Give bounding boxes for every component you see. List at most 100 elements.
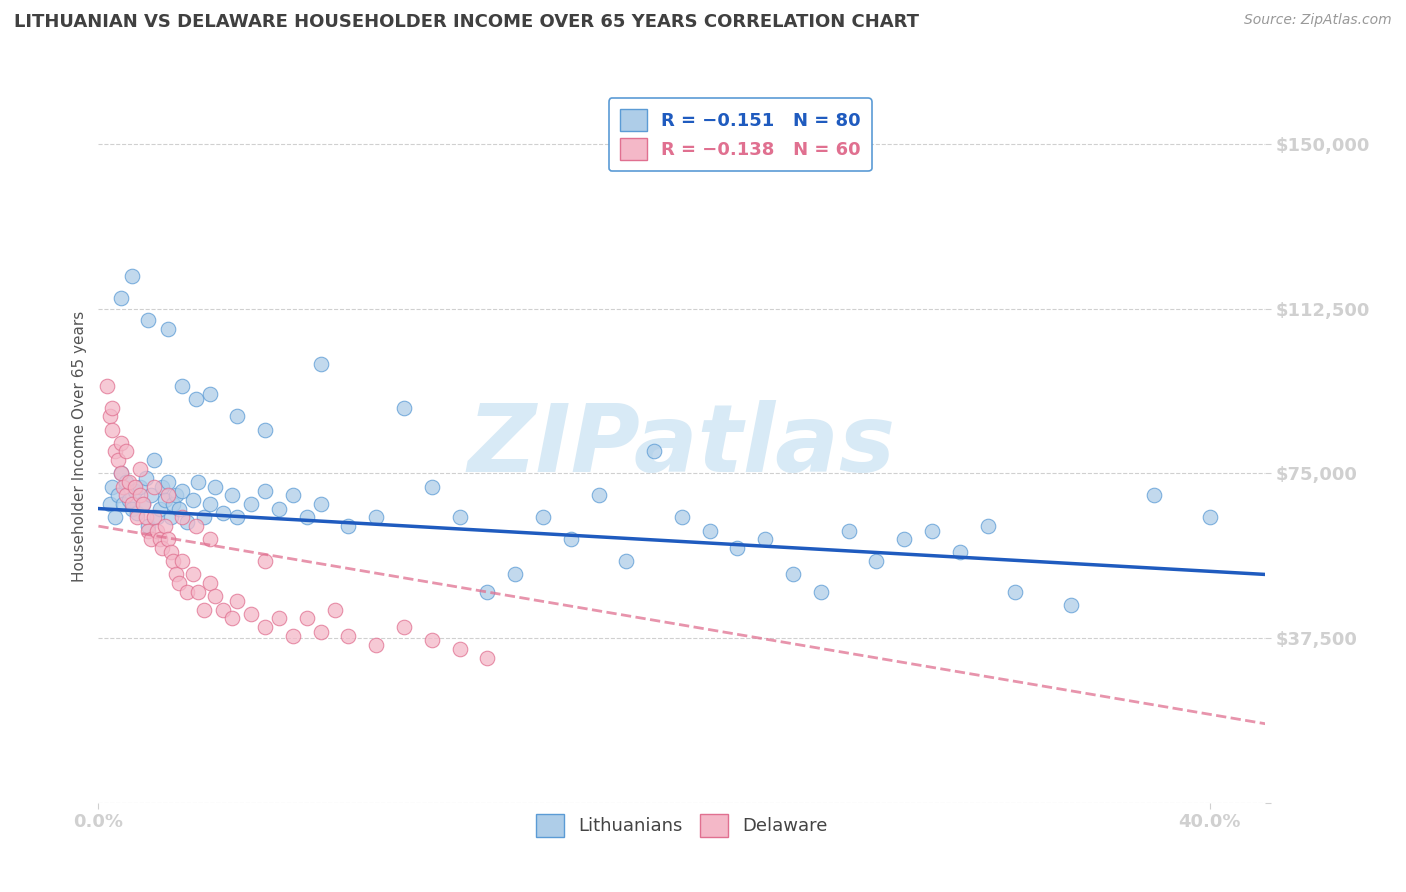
Point bbox=[193, 510, 215, 524]
Point bbox=[477, 651, 499, 665]
Point bbox=[138, 524, 160, 538]
Point bbox=[170, 510, 193, 524]
Point bbox=[121, 268, 143, 283]
Point bbox=[949, 545, 972, 559]
Point bbox=[449, 510, 471, 524]
Point bbox=[531, 510, 554, 524]
Point bbox=[112, 497, 135, 511]
Point bbox=[782, 567, 804, 582]
Point bbox=[143, 453, 166, 467]
Point bbox=[226, 594, 249, 608]
Point bbox=[104, 444, 127, 458]
Point bbox=[170, 554, 193, 568]
Point bbox=[240, 607, 263, 621]
Point bbox=[1060, 598, 1083, 612]
Point bbox=[129, 480, 152, 494]
Point bbox=[1004, 585, 1026, 599]
Point bbox=[671, 510, 693, 524]
Point bbox=[267, 611, 290, 625]
Point bbox=[135, 510, 157, 524]
Point bbox=[295, 611, 318, 625]
Point bbox=[118, 475, 141, 490]
Point bbox=[254, 423, 277, 437]
Point bbox=[138, 312, 160, 326]
Point bbox=[184, 519, 207, 533]
Point bbox=[221, 488, 243, 502]
Point bbox=[198, 533, 221, 547]
Point bbox=[754, 533, 776, 547]
Point bbox=[240, 497, 263, 511]
Point bbox=[727, 541, 749, 555]
Point bbox=[98, 497, 121, 511]
Point bbox=[146, 510, 169, 524]
Point bbox=[129, 462, 152, 476]
Point bbox=[309, 357, 332, 371]
Point bbox=[337, 629, 360, 643]
Point bbox=[810, 585, 832, 599]
Point bbox=[267, 501, 290, 516]
Point bbox=[560, 533, 582, 547]
Point bbox=[124, 483, 146, 498]
Point bbox=[976, 519, 998, 533]
Point bbox=[110, 435, 132, 450]
Point bbox=[193, 602, 215, 616]
Point bbox=[176, 515, 198, 529]
Point bbox=[449, 642, 471, 657]
Point bbox=[156, 475, 179, 490]
Point bbox=[150, 480, 173, 494]
Point bbox=[110, 291, 132, 305]
Point bbox=[212, 506, 235, 520]
Point bbox=[156, 533, 179, 547]
Point bbox=[187, 475, 209, 490]
Point bbox=[366, 510, 388, 524]
Point bbox=[170, 378, 193, 392]
Point bbox=[198, 576, 221, 591]
Point bbox=[141, 488, 163, 502]
Point bbox=[115, 444, 138, 458]
Point bbox=[226, 510, 249, 524]
Point bbox=[254, 483, 277, 498]
Point bbox=[101, 423, 124, 437]
Point bbox=[212, 602, 235, 616]
Point bbox=[107, 453, 129, 467]
Point bbox=[221, 611, 243, 625]
Point bbox=[143, 480, 166, 494]
Point bbox=[477, 585, 499, 599]
Legend: Lithuanians, Delaware: Lithuanians, Delaware bbox=[529, 807, 835, 844]
Point bbox=[921, 524, 943, 538]
Point bbox=[366, 638, 388, 652]
Point bbox=[323, 602, 346, 616]
Point bbox=[121, 497, 143, 511]
Point bbox=[893, 533, 915, 547]
Point bbox=[138, 519, 160, 533]
Point bbox=[309, 497, 332, 511]
Point bbox=[101, 401, 124, 415]
Point bbox=[150, 541, 173, 555]
Point bbox=[699, 524, 721, 538]
Point bbox=[1198, 510, 1220, 524]
Point bbox=[141, 533, 163, 547]
Point bbox=[121, 501, 143, 516]
Point bbox=[165, 567, 187, 582]
Point bbox=[112, 480, 135, 494]
Point bbox=[110, 467, 132, 481]
Point bbox=[167, 501, 190, 516]
Point bbox=[167, 576, 190, 591]
Point bbox=[107, 488, 129, 502]
Point bbox=[181, 567, 204, 582]
Point bbox=[503, 567, 526, 582]
Point bbox=[127, 506, 149, 520]
Point bbox=[110, 467, 132, 481]
Point bbox=[129, 488, 152, 502]
Point bbox=[148, 501, 170, 516]
Point bbox=[162, 497, 184, 511]
Point bbox=[156, 321, 179, 335]
Point bbox=[165, 488, 187, 502]
Y-axis label: Householder Income Over 65 years: Householder Income Over 65 years bbox=[72, 310, 87, 582]
Point bbox=[115, 475, 138, 490]
Text: Source: ZipAtlas.com: Source: ZipAtlas.com bbox=[1244, 13, 1392, 28]
Point bbox=[159, 545, 181, 559]
Point bbox=[159, 510, 181, 524]
Point bbox=[643, 444, 665, 458]
Point bbox=[838, 524, 860, 538]
